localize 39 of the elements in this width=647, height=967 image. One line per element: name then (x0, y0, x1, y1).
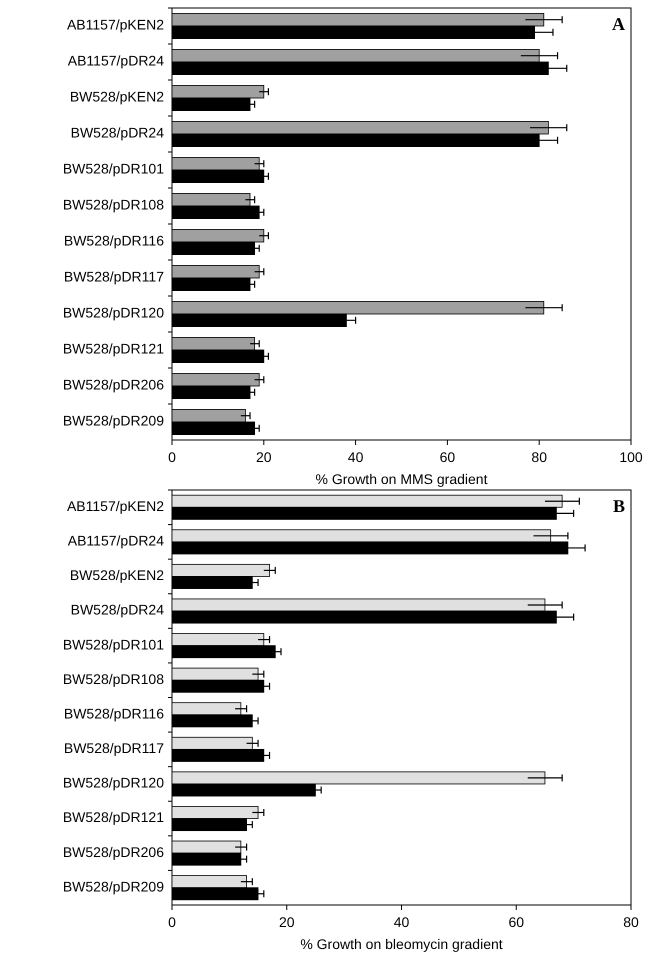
y-tick-label: BW528/pKEN2 (70, 567, 164, 584)
y-tick-label: BW528/pDR206 (62, 376, 164, 393)
y-tick-label: BW528/pDR117 (64, 268, 164, 285)
y-tick-label: AB1157/pKEN2 (66, 498, 164, 514)
x-tick-label: 20 (256, 449, 272, 465)
x-tick-label: 80 (623, 914, 639, 930)
y-tick-label: BW528/pDR108 (62, 670, 164, 687)
y-tick-label: BW528/pDR121 (62, 809, 164, 826)
x-tick-label: 60 (508, 914, 524, 930)
annotation: B (612, 496, 625, 516)
y-tick-label: BW528/pDR24 (70, 602, 164, 618)
y-tick-label: AB1157/pKEN2 (66, 16, 164, 33)
x-tick-label: 40 (348, 449, 364, 465)
x-tick-label: 100 (619, 449, 643, 465)
x-axis-title: % Growth on bleomycin gradient (300, 936, 503, 952)
y-tick-label: AB1157/pDR24 (68, 52, 164, 69)
y-tick-label: BW528/pDR121 (62, 340, 164, 357)
y-tick-label: BW528/pDR209 (62, 878, 164, 894)
x-tick-label: 0 (168, 914, 176, 930)
x-tick-label: 0 (168, 449, 176, 465)
y-tick-label: BW528/pDR24 (70, 124, 164, 141)
y-tick-label: BW528/pDR116 (64, 705, 164, 722)
y-tick-label: BW528/pDR209 (62, 412, 164, 429)
y-tick-label: BW528/pDR108 (62, 196, 164, 213)
y-tick-label: BW528/pKEN2 (70, 88, 164, 105)
y-tick-label: BW528/pDR120 (62, 304, 164, 321)
x-tick-label: 20 (278, 914, 295, 930)
x-axis-title: % Growth on MMS gradient (316, 471, 488, 487)
annotation: A (612, 14, 625, 34)
x-tick-label: 40 (394, 914, 410, 930)
y-tick-label: BW528/pDR116 (64, 232, 164, 249)
y-tick-label: BW528/pDR101 (62, 636, 164, 652)
y-tick-label: BW528/pDR117 (64, 740, 164, 756)
x-tick-label: 60 (440, 449, 456, 465)
x-tick-label: 80 (531, 449, 548, 465)
y-tick-label: BW528/pDR120 (62, 774, 164, 791)
y-tick-label: BW528/pDR101 (62, 160, 164, 177)
y-tick-label: BW528/pDR206 (62, 844, 164, 860)
y-tick-label: AB1157/pDR24 (68, 532, 164, 549)
